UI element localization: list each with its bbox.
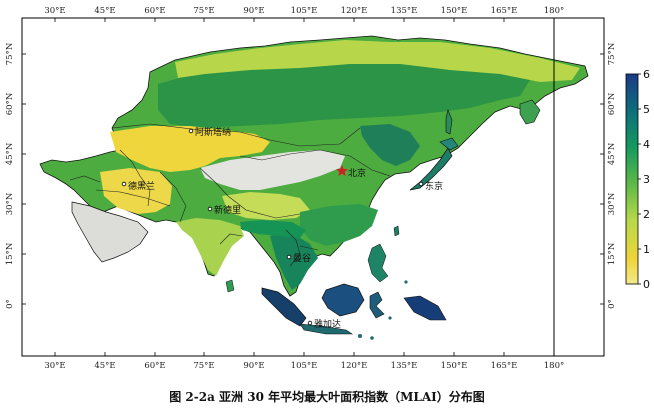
lon-tick-marks <box>54 18 505 356</box>
lon-label: 150°E <box>441 6 468 16</box>
lon-labels-bottom: 30°E 45°E 60°E 75°E 90°E 105°E 120°E 135… <box>44 361 564 371</box>
lat-tick-marks <box>22 53 604 305</box>
city-dot-tokyo <box>418 181 424 187</box>
city-dot-astana <box>188 128 194 134</box>
philippines <box>367 243 389 283</box>
lon-label: 75°E <box>193 6 214 16</box>
colorbar-tick-label: 5 <box>643 103 650 116</box>
lat-labels-left: 75°N 60°N 45°N 30°N 15°N 0° <box>5 42 15 309</box>
lon-label: 165°E <box>491 361 518 371</box>
lat-label: 45°N <box>5 142 15 165</box>
lon-label: 30°E <box>44 6 65 16</box>
lon-label: 45°E <box>94 6 115 16</box>
colorbar-tick-label: 3 <box>643 173 650 186</box>
city-label-new-delhi: 新德里 <box>214 204 241 216</box>
lat-label: 30°N <box>5 192 15 215</box>
kamchatka <box>519 99 541 125</box>
lon-label: 120°E <box>341 6 368 16</box>
city-markers: 阿斯塔纳 北京 东京 德黑兰 新德里 曼谷 雅加达 <box>121 126 443 330</box>
tundra-zone <box>175 40 580 82</box>
city-dot-new-delhi <box>207 206 213 212</box>
colorbar-ramp <box>625 73 639 285</box>
iran-plateau <box>100 168 172 214</box>
lat-label: 15°N <box>5 242 15 265</box>
city-label-jakarta: 雅加达 <box>314 318 341 330</box>
south-china-forest <box>300 204 378 246</box>
boreal-forest-zone <box>158 58 530 128</box>
country-boundaries <box>69 123 391 267</box>
city-label-astana: 阿斯塔纳 <box>195 126 231 138</box>
landmass-layer <box>39 35 589 340</box>
sakhalin <box>445 109 453 135</box>
lat-label: 15°N <box>607 242 617 265</box>
tibet-plateau <box>222 192 310 220</box>
lon-label: 105°E <box>291 6 318 16</box>
lon-label: 135°E <box>391 361 418 371</box>
lon-label: 120°E <box>341 361 368 371</box>
lon-label: 180° <box>544 6 564 16</box>
lat-label: 60°N <box>5 92 15 115</box>
steppe-zone <box>110 126 270 172</box>
city-label-bangkok: 曼谷 <box>293 253 311 264</box>
lon-label: 150°E <box>441 361 468 371</box>
sulawesi <box>369 291 385 319</box>
lon-label: 105°E <box>291 361 318 371</box>
lon-label: 90°E <box>243 361 264 371</box>
manchuria-forest <box>360 124 420 166</box>
lon-label: 30°E <box>44 361 65 371</box>
lon-label: 75°E <box>193 361 214 371</box>
lon-label: 135°E <box>391 6 418 16</box>
colorbar-tick-label: 0 <box>643 278 650 291</box>
desert-zone <box>200 150 345 190</box>
city-label-beijing: 北京 <box>348 167 366 179</box>
city-dot-bangkok <box>286 254 292 260</box>
colorbar-tick-label: 1 <box>643 243 650 256</box>
lat-label: 60°N <box>607 92 617 115</box>
lat-label: 30°N <box>607 192 617 215</box>
lon-label: 90°E <box>243 6 264 16</box>
lat-label: 45°N <box>607 142 617 165</box>
lat-labels-right: 75°N 60°N 45°N 30°N 15°N 0° <box>607 42 617 309</box>
lon-label: 60°E <box>144 361 165 371</box>
city-dot-tehran <box>121 181 127 187</box>
lat-label: 75°N <box>5 42 15 65</box>
java <box>299 323 353 335</box>
colorbar: 6 5 4 3 2 1 0 <box>625 68 650 291</box>
lon-label: 165°E <box>491 6 518 16</box>
colorbar-tick-label: 6 <box>643 68 650 81</box>
lon-label: 45°E <box>94 361 115 371</box>
lon-label: 180° <box>544 361 564 371</box>
india-subcontinent <box>176 218 244 276</box>
arabia-desert <box>71 201 149 263</box>
japan-islands <box>409 147 453 191</box>
sumatra <box>261 287 307 327</box>
hokkaido <box>439 137 459 151</box>
lat-label: 0° <box>607 299 617 309</box>
colorbar-tick-label: 4 <box>643 138 650 151</box>
capital-star-icon <box>336 165 348 176</box>
taiwan <box>393 225 400 237</box>
city-label-tokyo: 东京 <box>425 180 443 192</box>
city-label-tehran: 德黑兰 <box>128 180 155 192</box>
borneo <box>321 283 365 317</box>
figure-caption: 图 2-2a 亚洲 30 年平均最大叶面积指数（MLAI）分布图 <box>169 390 485 404</box>
colorbar-tick-label: 2 <box>643 208 650 221</box>
lon-labels-top: 30°E 45°E 60°E 75°E 90°E 105°E 120°E 135… <box>44 6 564 16</box>
city-dot-jakarta <box>307 320 313 326</box>
sri-lanka <box>225 279 235 293</box>
lon-label: 60°E <box>144 6 165 16</box>
lat-label: 0° <box>5 299 15 309</box>
lat-label: 75°N <box>607 42 617 65</box>
new-guinea <box>403 295 447 321</box>
